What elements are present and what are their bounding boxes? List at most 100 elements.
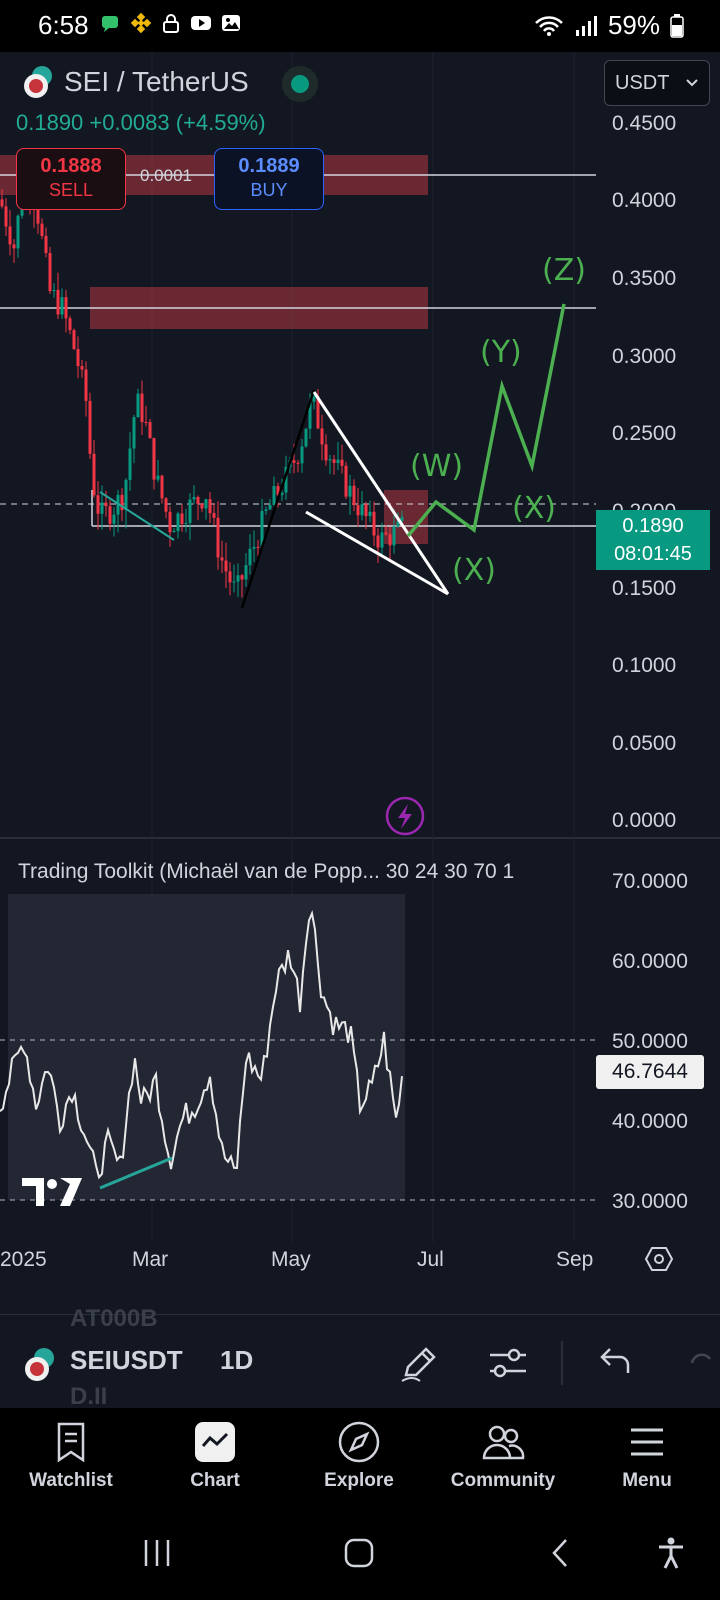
watchlist-icon — [57, 1422, 85, 1463]
candle-body — [48, 253, 52, 292]
chart-area[interactable]: (W) (X) (Y) (X) (Z) SEI / TetherUS USDT … — [0, 52, 720, 1314]
candle-body — [388, 534, 392, 546]
candle-body — [392, 526, 396, 546]
wave-label-x1: (X) — [452, 553, 496, 588]
nav-community[interactable]: Community — [438, 1420, 568, 1492]
bar-countdown: 08:01:45 — [614, 543, 692, 565]
candle-body — [180, 513, 184, 524]
chat-icon — [102, 16, 118, 32]
undo-icon[interactable] — [592, 1341, 636, 1385]
nav-menu[interactable]: Menu — [582, 1420, 712, 1492]
candle-body — [364, 504, 368, 517]
lightning-icon[interactable] — [385, 796, 425, 836]
sell-label: SELL — [48, 180, 94, 200]
symbol-title[interactable]: SEI / TetherUS — [64, 66, 249, 97]
chart-icon — [195, 1422, 235, 1462]
signal-icon — [575, 15, 597, 36]
candle-body — [184, 522, 188, 524]
candle-body — [92, 453, 96, 496]
wave-projection-path[interactable] — [406, 303, 566, 538]
nav-label: Explore — [324, 1470, 394, 1491]
candle-body — [308, 401, 312, 429]
symbol-coin-icon[interactable] — [22, 1345, 58, 1383]
indicators-settings-icon[interactable] — [486, 1341, 530, 1385]
nav-explore[interactable]: Explore — [294, 1420, 424, 1492]
indicator-title[interactable]: Trading Toolkit (Michaël van de Popp... … — [18, 860, 515, 883]
candle-body — [64, 297, 68, 319]
ghost-text-below: D.II — [70, 1383, 108, 1410]
youtube-icon — [191, 16, 211, 30]
candle-body — [156, 475, 160, 480]
candle-body — [348, 485, 352, 497]
candle-body — [376, 535, 380, 548]
candle-body — [272, 486, 276, 506]
recent-apps-icon[interactable] — [142, 1538, 172, 1568]
chart-settings-icon[interactable] — [644, 1244, 674, 1274]
price-axis-label: 0.4000 — [612, 189, 677, 212]
candle-body — [124, 479, 128, 511]
live-status-indicator[interactable] — [282, 66, 318, 102]
candle-body — [144, 422, 148, 424]
candle-body — [68, 318, 72, 331]
interval-selector[interactable]: 1D — [220, 1345, 254, 1375]
price-axis-label: 0.0500 — [612, 732, 677, 755]
gallery-icon — [222, 15, 240, 31]
candle-body — [0, 199, 4, 207]
symbol-selector[interactable]: SEIUSDT — [70, 1345, 183, 1375]
candle-body — [372, 511, 376, 536]
candle-body — [160, 475, 164, 499]
divergence-line-rsi[interactable] — [99, 1156, 173, 1190]
sell-price: 0.1888 — [40, 155, 102, 177]
candle-body — [320, 428, 324, 445]
time-axis-label: Sep — [556, 1248, 594, 1271]
currency-selector[interactable]: USDT — [604, 60, 710, 106]
candle-body — [80, 366, 84, 370]
candle-body — [120, 494, 124, 511]
candle-body — [216, 517, 220, 558]
wedge-lower-line[interactable] — [305, 510, 449, 596]
candle-body — [232, 581, 236, 583]
wave-label-z: (Z) — [542, 253, 586, 288]
last-price: 0.1890 — [16, 110, 84, 135]
back-icon[interactable] — [550, 1538, 570, 1568]
redo-icon[interactable] — [690, 1349, 720, 1379]
price-axis-label: 0.4500 — [612, 112, 677, 135]
home-icon[interactable] — [344, 1538, 374, 1568]
price-change-percent: (+4.59%) — [175, 110, 266, 135]
candle-body — [16, 215, 20, 249]
nav-chart[interactable]: Chart — [150, 1420, 280, 1492]
divergence-line-price[interactable] — [99, 491, 175, 541]
status-time: 6:58 — [38, 10, 89, 40]
candlestick-series[interactable] — [0, 149, 404, 598]
time-axis-label: Jul — [417, 1248, 444, 1271]
candle-body — [336, 459, 340, 463]
sell-button[interactable]: 0.1888 SELL — [16, 148, 126, 210]
rsi-axis-label: 60.0000 — [612, 950, 688, 973]
wedge-upper-line[interactable] — [312, 391, 450, 595]
buy-button[interactable]: 0.1889 BUY — [214, 148, 324, 210]
candle-body — [52, 289, 56, 292]
candle-body — [244, 565, 248, 580]
candle-body — [96, 495, 100, 514]
rsi-axis-label: 70.0000 — [612, 870, 688, 893]
candle-body — [192, 496, 196, 500]
candle-body — [296, 462, 300, 464]
chart-canvas[interactable]: (W) (X) (Y) (X) (Z) — [0, 52, 720, 1314]
draw-pencil-icon[interactable] — [398, 1341, 442, 1385]
nav-watchlist[interactable]: Watchlist — [6, 1420, 136, 1492]
candle-body — [300, 446, 304, 464]
buy-price: 0.1889 — [238, 155, 300, 177]
rsi-line[interactable] — [0, 909, 403, 1180]
candle-body — [400, 516, 404, 521]
price-change-line: 0.1890 +0.0083 (+4.59%) — [16, 110, 266, 136]
battery-icon — [670, 13, 684, 38]
symbol-header[interactable]: SEI / TetherUS — [22, 64, 249, 100]
candle-body — [280, 492, 284, 496]
candle-body — [12, 244, 16, 249]
rally-trendline[interactable] — [240, 389, 316, 609]
wifi-icon — [535, 15, 563, 36]
accessibility-icon[interactable] — [656, 1536, 686, 1570]
nav-label: Menu — [622, 1470, 672, 1491]
candle-body — [220, 557, 224, 561]
tradingview-logo — [22, 1178, 82, 1206]
